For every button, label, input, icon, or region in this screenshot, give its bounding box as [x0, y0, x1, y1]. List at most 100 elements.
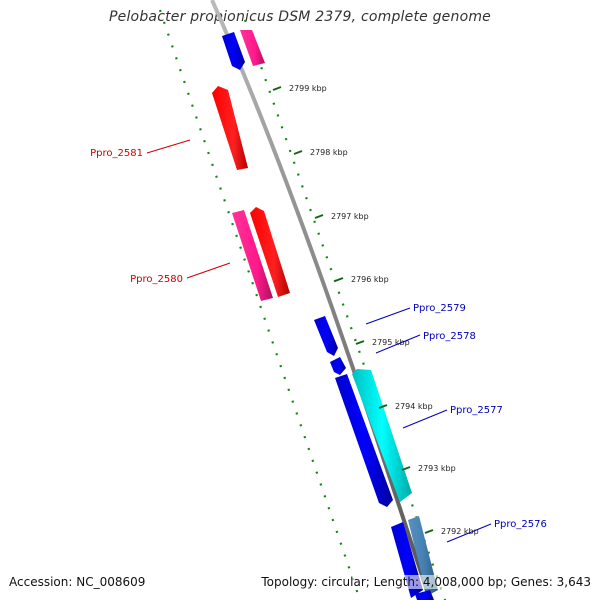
ring-dot — [411, 504, 414, 507]
ring-dot — [296, 173, 300, 176]
ring-dot — [211, 163, 214, 167]
ring-dot — [337, 291, 341, 295]
gene-label: Ppro_2576 — [494, 519, 547, 530]
ring-dot — [158, 9, 162, 13]
ring-dot — [427, 551, 431, 555]
ring-dot — [243, 19, 247, 23]
ring-dot — [227, 210, 230, 214]
ring-dot — [272, 102, 276, 105]
genome-backbone — [210, 0, 432, 600]
tick-mark — [355, 340, 365, 345]
ring-dot — [195, 116, 198, 119]
ring-dot — [291, 400, 295, 403]
gene-arrow — [330, 357, 346, 375]
tick-label: 2797 kbp — [331, 212, 369, 221]
ring-dot — [166, 33, 170, 36]
ring-dot — [279, 364, 283, 368]
gene-leader-line — [402, 409, 448, 429]
tick-label: 2795 kbp — [372, 338, 410, 347]
gene-arrow — [352, 369, 412, 502]
tick-mark — [314, 214, 324, 219]
tick-label: 2798 kbp — [310, 148, 348, 157]
tick-label: 2799 kbp — [289, 84, 327, 93]
ring-dot — [349, 326, 353, 330]
ring-dot — [276, 114, 280, 117]
gene-arrow — [314, 316, 338, 356]
ring-dot — [329, 267, 333, 271]
tick-label: 2793 kbp — [418, 464, 456, 473]
ring-dot — [251, 281, 254, 285]
ring-dot — [179, 68, 182, 72]
ring-dot — [299, 423, 303, 427]
tick-mark — [378, 404, 388, 409]
gene-arrow — [240, 30, 265, 66]
gene-label: Ppro_2577 — [450, 405, 503, 416]
ring-dot — [275, 352, 279, 356]
ring-dot — [243, 258, 246, 261]
ring-dot — [288, 149, 292, 153]
ring-dot — [295, 412, 299, 415]
outer-ring-dots — [158, 9, 359, 593]
ring-dot — [309, 208, 312, 212]
map-title: Pelobacter propionicus DSM 2379, complet… — [109, 9, 491, 25]
ring-dot — [343, 554, 347, 557]
ring-dot — [235, 234, 238, 238]
ring-dot — [292, 161, 296, 165]
ring-dot — [191, 104, 194, 107]
ring-dot — [183, 80, 186, 84]
ring-dot — [199, 128, 202, 131]
ring-dot — [311, 459, 315, 463]
gene-leader-line — [375, 334, 421, 354]
ring-dot — [255, 293, 258, 297]
gene-arrow — [212, 86, 248, 170]
ring-dot — [215, 175, 218, 178]
ring-dot — [345, 315, 349, 318]
tick-mark — [293, 150, 303, 155]
ring-dot — [271, 341, 275, 344]
gene-label: Ppro_2578 — [423, 331, 476, 342]
tick-mark — [401, 466, 411, 471]
ring-dot — [339, 542, 343, 545]
ring-dot — [315, 471, 319, 474]
tick-mark — [424, 529, 434, 534]
gene-leader-line — [365, 307, 411, 325]
ring-dot — [263, 317, 267, 321]
gene-arrow — [415, 590, 434, 600]
ring-dot — [331, 518, 335, 522]
ring-dot — [175, 57, 178, 60]
ring-dot — [305, 196, 308, 200]
scale-ticks: 2799 kbp 2798 kbp 2797 kbp 2796 kbp 2795 kbp… — [272, 84, 479, 536]
ring-dot — [187, 92, 190, 96]
ring-dot — [268, 90, 272, 94]
ring-dot — [313, 220, 316, 224]
ring-dot — [280, 125, 284, 129]
ring-dot — [307, 447, 311, 451]
ring-dot — [303, 435, 307, 439]
gene-arrow — [232, 210, 273, 301]
gene-label: Ppro_2580 — [130, 274, 183, 285]
ring-dot — [362, 362, 365, 365]
accession-text: Accession: NC_008609 — [9, 575, 146, 589]
ring-dot — [247, 270, 250, 273]
gene-label: Ppro_2579 — [413, 303, 466, 314]
gene-arrow — [250, 207, 290, 297]
ring-dot — [347, 566, 351, 569]
ring-dot — [431, 563, 435, 566]
ring-dot — [264, 78, 268, 82]
ring-dot — [319, 483, 323, 486]
reverse-strand-features — [222, 32, 438, 600]
ring-dot — [267, 329, 271, 332]
tick-label: 2796 kbp — [351, 275, 389, 284]
ring-dot — [203, 139, 206, 143]
tick-mark — [272, 86, 282, 91]
tick-mark — [334, 277, 344, 282]
topology-text: Topology: circular; Length: 4,008,000 bp… — [261, 575, 591, 589]
tick-label: 2792 kbp — [441, 527, 479, 536]
ring-dot — [284, 137, 288, 141]
ring-dot — [219, 187, 222, 190]
gene-labels: Ppro_2581 Ppro_2580 Ppro_2579 Ppro_2578 Ppro… — [90, 139, 547, 543]
gene-leader-line — [146, 139, 191, 154]
ring-dot — [335, 530, 339, 534]
tick-label: 2794 kbp — [395, 402, 433, 411]
ring-dot — [283, 376, 287, 380]
